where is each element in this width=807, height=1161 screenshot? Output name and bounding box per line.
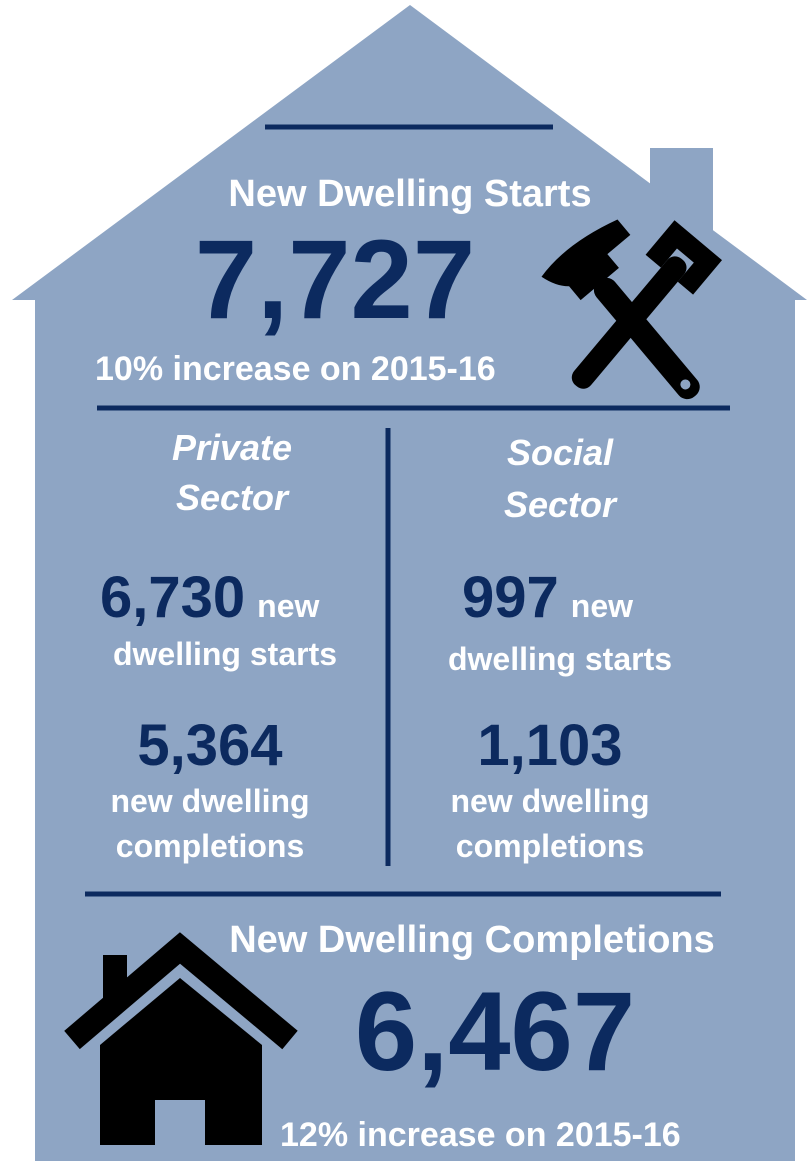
footer-value: 6,467 bbox=[355, 969, 635, 1094]
completions-label: completions bbox=[116, 828, 304, 864]
sector-title: Sector bbox=[504, 484, 618, 525]
starts-value: 6,730 bbox=[100, 565, 245, 630]
house-icon bbox=[64, 932, 298, 1145]
header-title: New Dwelling Starts bbox=[228, 173, 591, 215]
starts-line: 997 new bbox=[462, 565, 633, 630]
starts-word: new bbox=[257, 588, 319, 624]
completions-value: 5,364 bbox=[137, 713, 282, 778]
starts-label: dwelling starts bbox=[448, 641, 672, 677]
dividers bbox=[85, 124, 730, 897]
sector-title: Social bbox=[507, 432, 614, 473]
completions-value: 1,103 bbox=[477, 713, 622, 778]
sector-title: Sector bbox=[176, 477, 290, 518]
starts-word: new bbox=[571, 588, 633, 624]
completions-label: completions bbox=[456, 828, 644, 864]
sectors: Private Sector 6,730 new dwelling starts 5,36… bbox=[100, 427, 672, 864]
footer-note: 12% increase on 2015-16 bbox=[280, 1116, 681, 1154]
completions-label: new dwelling bbox=[110, 783, 309, 819]
starts-value: 997 bbox=[462, 565, 559, 630]
header-note: 10% increase on 2015-16 bbox=[95, 350, 496, 388]
starts-line: 6,730 new bbox=[100, 565, 320, 630]
completions-label: new dwelling bbox=[450, 783, 649, 819]
footer-title: New Dwelling Completions bbox=[229, 919, 715, 961]
starts-label: dwelling starts bbox=[113, 636, 337, 672]
sector-title: Private bbox=[172, 427, 292, 468]
tools-icon bbox=[541, 219, 723, 400]
header-value: 7,727 bbox=[195, 217, 475, 342]
